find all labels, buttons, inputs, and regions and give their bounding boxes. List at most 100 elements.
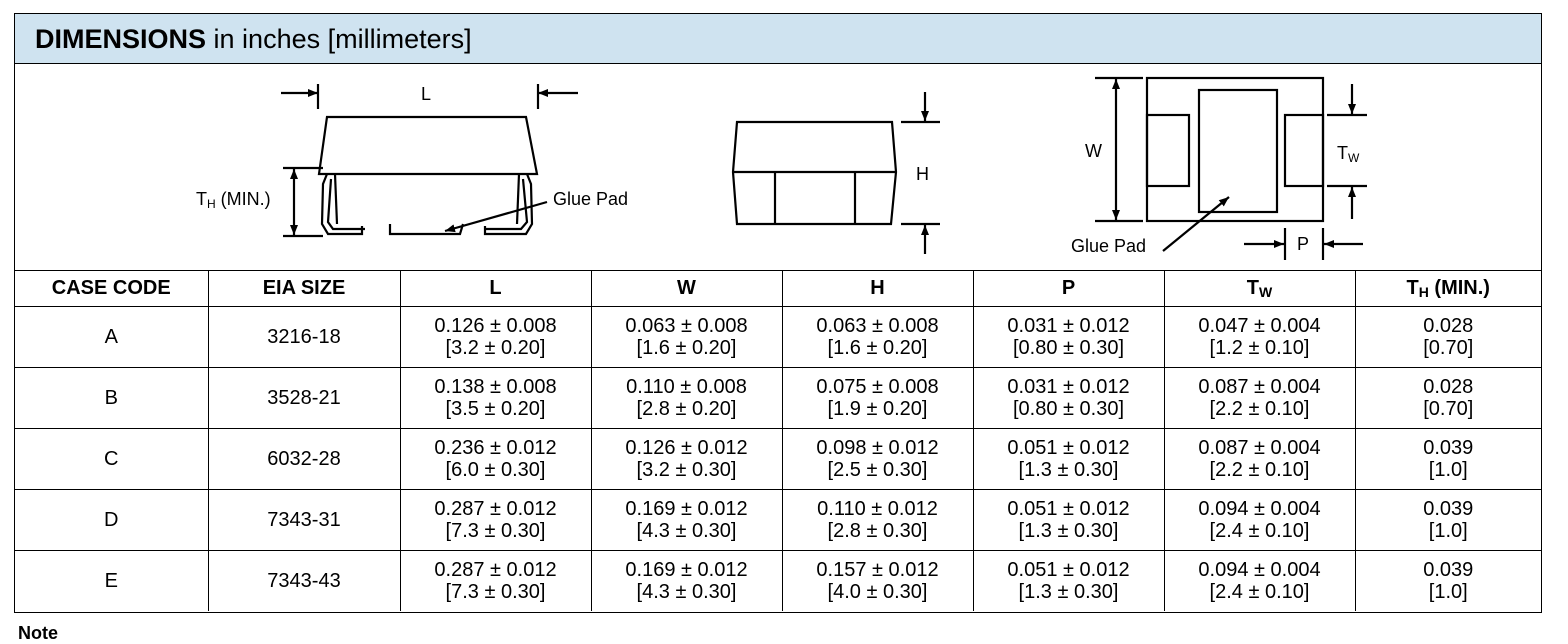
cell-H-mm: [2.8 ± 0.30] [827, 520, 928, 542]
dimension-drawings: L TH (MIN.) Glue Pad H W TW Glue Pad P [15, 64, 1541, 271]
glue-pad-side-leader [444, 200, 548, 233]
cell-L-in: 0.126 ± 0.008 [434, 315, 557, 337]
header-title-rest: in inches [millimeters] [206, 24, 472, 54]
cell-L-in: 0.287 ± 0.012 [434, 498, 557, 520]
table-row: A 3216-18 0.126 ± 0.008 [3.2 ± 0.20] 0.06… [15, 306, 1541, 368]
col-header-TH-sub: H [1418, 283, 1429, 300]
col-header-L: L [399, 270, 592, 307]
col-header-TW-sub: W [1259, 283, 1273, 300]
cell-P-mm: [1.3 ± 0.30] [1018, 459, 1119, 481]
cell-H: 0.157 ± 0.012 [4.0 ± 0.30] [781, 550, 974, 611]
cell-TW-mm: [2.2 ± 0.10] [1209, 398, 1310, 420]
cell-TH-in: 0.028 [1423, 315, 1474, 337]
cell-eia: 7343-31 [207, 489, 401, 551]
TH-dimension [283, 166, 323, 238]
label-glue-pad-bottom: Glue Pad [1071, 236, 1147, 256]
cell-eia: 7343-43 [207, 550, 401, 611]
table-row: D 7343-31 0.287 ± 0.012 [7.3 ± 0.30] 0.16… [15, 489, 1541, 551]
cell-L-mm: [6.0 ± 0.30] [445, 459, 546, 481]
table-header-row: CASE CODE EIA SIZE L W H P TW TH (MIN.) [15, 270, 1541, 307]
label-TH: T [196, 189, 207, 209]
cell-TH-in: 0.028 [1423, 376, 1474, 398]
cell-P-in: 0.051 ± 0.012 [1007, 559, 1130, 581]
cell-H-in: 0.098 ± 0.012 [816, 437, 939, 459]
L-dimension [281, 84, 578, 109]
cell-TW-in: 0.087 ± 0.004 [1198, 437, 1321, 459]
cell-case: D [15, 489, 209, 551]
cell-P-mm: [1.3 ± 0.30] [1018, 581, 1119, 603]
cell-case: A [15, 306, 209, 368]
col-header-TW-main: T [1246, 276, 1259, 299]
cell-L: 0.138 ± 0.008 [3.5 ± 0.20] [399, 367, 592, 429]
cell-L: 0.126 ± 0.008 [3.2 ± 0.20] [399, 306, 592, 368]
col-header-W: W [590, 270, 783, 307]
cell-TW-in: 0.047 ± 0.004 [1198, 315, 1321, 337]
cell-TW-mm: [2.4 ± 0.10] [1209, 581, 1310, 603]
col-header-P: P [972, 270, 1165, 307]
cell-L-mm: [7.3 ± 0.30] [445, 520, 546, 542]
bottom-view-drawing [1145, 76, 1325, 223]
cell-P-mm: [1.3 ± 0.30] [1018, 520, 1119, 542]
cell-TH-mm: [0.70] [1423, 398, 1474, 420]
note-heading: Note [18, 623, 58, 643]
table-row: C 6032-28 0.236 ± 0.012 [6.0 ± 0.30] 0.12… [15, 428, 1541, 490]
cell-TH: 0.039 [1.0] [1354, 550, 1541, 611]
label-TH-min: TH (MIN.) [196, 190, 271, 210]
dimensions-header: DIMENSIONS in inches [millimeters] [15, 14, 1541, 64]
cell-W-mm: [4.3 ± 0.30] [636, 581, 737, 603]
cell-P-in: 0.051 ± 0.012 [1007, 437, 1130, 459]
cell-P: 0.031 ± 0.012 [0.80 ± 0.30] [972, 306, 1165, 368]
cell-TH-mm: [0.70] [1423, 337, 1474, 359]
cell-H-in: 0.075 ± 0.008 [816, 376, 939, 398]
cell-H: 0.098 ± 0.012 [2.5 ± 0.30] [781, 428, 974, 490]
cell-eia: 3216-18 [207, 306, 401, 368]
H-dimension [901, 92, 940, 254]
cell-W-mm: [4.3 ± 0.30] [636, 520, 737, 542]
cell-TW-mm: [1.2 ± 0.10] [1209, 337, 1310, 359]
col-header-case-code: CASE CODE [15, 270, 209, 307]
cell-case: B [15, 367, 209, 429]
cell-L: 0.287 ± 0.012 [7.3 ± 0.30] [399, 550, 592, 611]
cell-TW: 0.047 ± 0.004 [1.2 ± 0.10] [1163, 306, 1356, 368]
cell-H-in: 0.110 ± 0.012 [817, 498, 938, 520]
label-glue-pad-side: Glue Pad [553, 189, 629, 209]
cell-TH-in: 0.039 [1423, 437, 1474, 459]
label-H: H [916, 164, 929, 184]
cell-W-in: 0.126 ± 0.012 [625, 437, 748, 459]
cell-H: 0.075 ± 0.008 [1.9 ± 0.20] [781, 367, 974, 429]
cell-TW: 0.087 ± 0.004 [2.2 ± 0.10] [1163, 367, 1356, 429]
cell-W: 0.169 ± 0.012 [4.3 ± 0.30] [590, 489, 783, 551]
cell-TH-mm: [1.0] [1428, 459, 1468, 481]
cell-W-mm: [2.8 ± 0.20] [636, 398, 737, 420]
side-view-drawing [317, 115, 539, 236]
cell-L-mm: [3.5 ± 0.20] [445, 398, 546, 420]
label-TH-sub: H [207, 197, 216, 211]
cell-TW-in: 0.087 ± 0.004 [1198, 376, 1321, 398]
dimension-drawings-svg [281, 76, 1367, 260]
label-TW: TW [1337, 144, 1359, 164]
cell-case: C [15, 428, 209, 490]
cell-L: 0.287 ± 0.012 [7.3 ± 0.30] [399, 489, 592, 551]
cell-TH: 0.028 [0.70] [1354, 367, 1541, 429]
cell-case: E [15, 550, 209, 611]
cell-H-mm: [1.6 ± 0.20] [827, 337, 928, 359]
label-P: P [1297, 234, 1310, 254]
header-title-bold: DIMENSIONS [35, 24, 207, 54]
table-row: E 7343-43 0.287 ± 0.012 [7.3 ± 0.30] 0.16… [15, 550, 1541, 611]
label-TH-suffix: (MIN.) [215, 189, 271, 209]
cell-W: 0.110 ± 0.008 [2.8 ± 0.20] [590, 367, 783, 429]
col-header-TW: TW [1163, 270, 1356, 307]
W-dimension [1095, 76, 1143, 223]
cell-TW: 0.087 ± 0.004 [2.2 ± 0.10] [1163, 428, 1356, 490]
cell-eia: 3528-21 [207, 367, 401, 429]
label-W: W [1085, 141, 1102, 161]
dimensions-table: CASE CODE EIA SIZE L W H P TW TH (MIN.) … [15, 270, 1541, 611]
cell-H-mm: [4.0 ± 0.30] [827, 581, 928, 603]
P-dimension [1244, 228, 1363, 260]
col-header-TH: TH (MIN.) [1354, 270, 1541, 307]
dimensions-frame: DIMENSIONS in inches [millimeters] [14, 13, 1542, 613]
cell-TH-in: 0.039 [1423, 559, 1474, 581]
cell-L-in: 0.236 ± 0.012 [434, 437, 557, 459]
cell-H: 0.063 ± 0.008 [1.6 ± 0.20] [781, 306, 974, 368]
table-row: B 3528-21 0.138 ± 0.008 [3.5 ± 0.20] 0.11… [15, 367, 1541, 429]
